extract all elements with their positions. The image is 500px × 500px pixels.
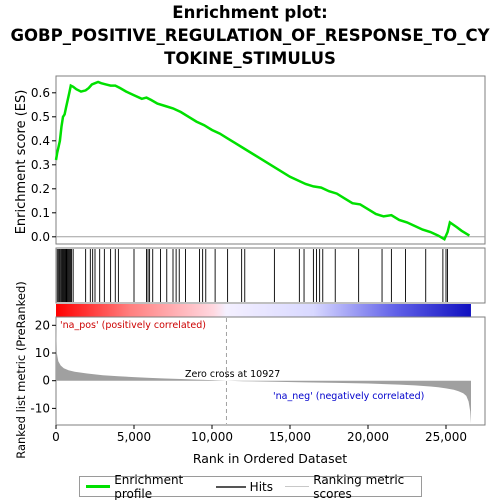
ranking-y-tick-label: 10 <box>35 346 50 360</box>
es-y-tick-label: 0.1 <box>31 206 50 220</box>
x-tick-label: 20,000 <box>347 430 389 444</box>
hits-panel-frame <box>55 247 486 304</box>
ranking-y-axis-label: Ranked list metric (PreRanked) <box>14 281 28 459</box>
color-bar-gradient <box>56 304 471 317</box>
x-tick-label: 15,000 <box>269 430 311 444</box>
ranking-x-ticks: 0 5,000 10,000 15,000 20,000 25,000 <box>52 425 467 444</box>
es-y-tick-label: 0.6 <box>31 86 50 100</box>
ranking-y-tick-label: -10 <box>30 401 50 415</box>
es-y-tick-label: 0.5 <box>31 110 50 124</box>
chart-canvas: 0.0 0.1 0.2 0.3 0.4 0.5 0.6 Enrichment score (… <box>14 75 486 466</box>
es-y-tick-label: 0.3 <box>31 158 50 172</box>
title-line-2: GOBP_POSITIVE_REGULATION_OF_RESPONSE_TO_… <box>10 26 490 45</box>
title-line-3: TOKINE_STIMULUS <box>164 49 336 68</box>
ranking-y-tick-label: 0 <box>42 374 50 388</box>
zero-cross-label: Zero cross at 10927 <box>185 369 280 380</box>
ranking-y-tick-label: 20 <box>35 318 50 332</box>
legend-label-ranking: Ranking metric scores <box>313 472 405 500</box>
legend-label-hits: Hits <box>249 479 273 494</box>
legend-label-enrichment: Enrichment profile <box>114 472 184 500</box>
legend-swatch-hits <box>215 485 246 488</box>
x-tick-label: 25,000 <box>425 430 467 444</box>
es-y-tick-label: 0.0 <box>31 230 50 244</box>
x-tick-label: 0 <box>52 430 60 444</box>
es-y-ticks: 0.0 0.1 0.2 0.3 0.4 0.5 0.6 <box>31 86 56 244</box>
neg-correlation-label: 'na_neg' (negatively correlated) <box>273 391 424 402</box>
rank-color-bar <box>56 304 471 317</box>
es-y-tick-label: 0.2 <box>31 182 50 196</box>
x-axis-label: Rank in Ordered Dataset <box>193 451 347 466</box>
legend-item-ranking: Ranking metric scores <box>285 473 421 500</box>
es-y-axis-label: Enrichment score (ES) <box>14 90 29 235</box>
legend-item-enrichment: Enrichment profile <box>86 473 204 500</box>
legend-item-hits: Hits <box>215 479 273 494</box>
legend-swatch-enrichment <box>86 485 111 488</box>
hits-panel <box>55 247 486 304</box>
legend: Enrichment profile Hits Ranking metric s… <box>79 473 422 500</box>
pos-correlation-label: 'na_pos' (positively correlated) <box>60 320 206 331</box>
es-y-tick-label: 0.4 <box>31 134 50 148</box>
hit-markers <box>56 249 449 302</box>
enrichment-profile-line <box>54 80 471 241</box>
x-tick-label: 5,000 <box>117 430 151 444</box>
ranking-panel-frame <box>55 316 486 426</box>
x-tick-label: 10,000 <box>191 430 233 444</box>
title-line-1: Enrichment plot: <box>172 3 328 22</box>
es-panel: 0.0 0.1 0.2 0.3 0.4 0.5 0.6 Enrichment score (… <box>14 75 486 245</box>
ranking-y-ticks: -10 0 10 20 <box>30 318 56 415</box>
legend-swatch-ranking <box>285 486 310 487</box>
es-panel-frame <box>55 75 486 245</box>
